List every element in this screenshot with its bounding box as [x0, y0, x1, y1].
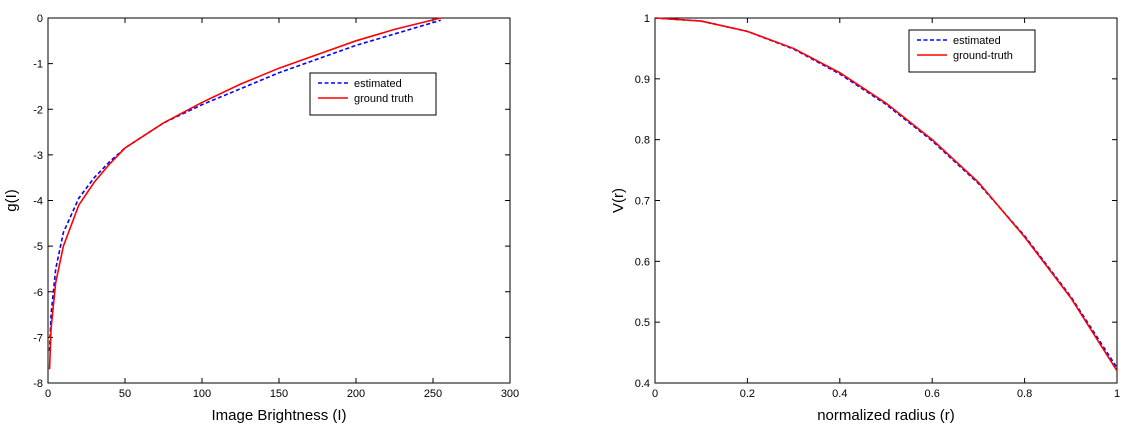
- y-tick-label: 0: [37, 13, 43, 25]
- x-tick-label: 100: [193, 388, 211, 400]
- y-tick-label: 0.9: [635, 74, 650, 86]
- x-axis-label: normalized radius (r): [817, 407, 955, 424]
- x-tick-label: 50: [119, 388, 131, 400]
- y-tick-label: 0.4: [635, 378, 650, 390]
- x-tick-label: 150: [270, 388, 288, 400]
- x-tick-label: 200: [347, 388, 365, 400]
- x-tick-label: 250: [424, 388, 442, 400]
- y-tick-label: -1: [33, 59, 43, 71]
- data-line: [654, 17, 1118, 372]
- y-tick-label: -4: [33, 196, 43, 208]
- y-tick-label: 1: [644, 13, 650, 25]
- legend-label: estimated: [354, 78, 402, 90]
- data-line: [48, 17, 441, 370]
- x-tick-label: 0.2: [740, 388, 755, 400]
- chart-panel: 0 50 100 150 200 250 300 -8 -7 -6 -5 -4 -3 -2 -1 0 Image…: [3, 13, 519, 424]
- x-tick-label: 0: [652, 388, 658, 400]
- y-axis-label: g(I): [3, 189, 20, 212]
- y-tick-label: -8: [33, 378, 43, 390]
- y-tick-label: 0.7: [635, 196, 650, 208]
- y-tick-label: -5: [33, 241, 43, 253]
- x-tick-label: 0: [45, 388, 51, 400]
- y-tick-label: -2: [33, 104, 43, 116]
- legend-box: [908, 29, 1036, 73]
- x-tick-label: 0.6: [925, 388, 940, 400]
- x-tick-label: 1: [1114, 388, 1120, 400]
- plot-area: [654, 17, 1118, 384]
- x-tick-label: 300: [501, 388, 519, 400]
- y-tick-label: 0.5: [635, 317, 650, 329]
- y-tick-label: 0.6: [635, 256, 650, 268]
- y-tick-label: 0.8: [635, 135, 650, 147]
- y-tick-label: -6: [33, 287, 43, 299]
- chart-panel: 0 0.2 0.4 0.6 0.8 1 0.4 0.5 0.6 0.7 0.8 0.9 1 normali…: [610, 13, 1120, 424]
- legend-label: ground truth: [354, 93, 413, 105]
- x-tick-label: 0.4: [832, 388, 847, 400]
- y-tick-label: -7: [33, 332, 43, 344]
- y-axis-label: V(r): [610, 188, 627, 213]
- x-axis-label: Image Brightness (I): [211, 407, 346, 424]
- legend-box: [309, 72, 437, 116]
- legend-label: ground-truth: [953, 50, 1013, 62]
- x-tick-label: 0.8: [1017, 388, 1032, 400]
- data-line: [654, 17, 1118, 369]
- y-tick-label: -3: [33, 150, 43, 162]
- legend-label: estimated: [953, 35, 1001, 47]
